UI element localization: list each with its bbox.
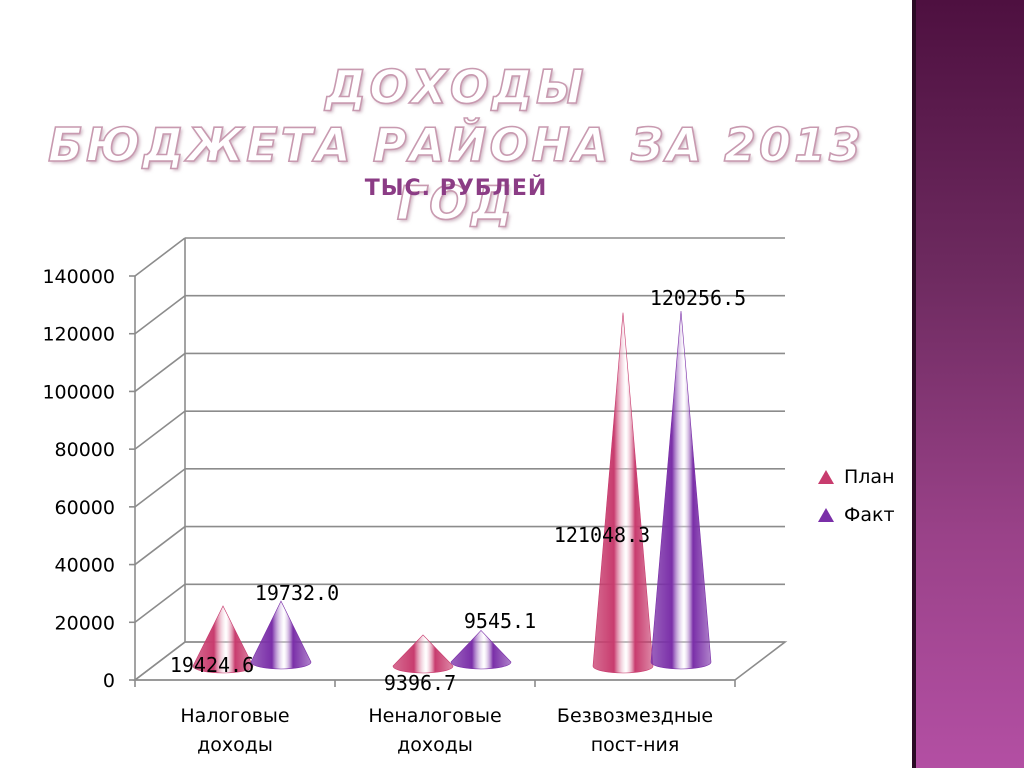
data-label: 9396.7 (384, 671, 456, 695)
slide-subtitle: ТЫС. РУБЛЕЙ (364, 176, 548, 201)
gridline-side (134, 352, 186, 393)
x-category-label: Неналоговые (368, 705, 501, 727)
data-label: 121048.3 (554, 523, 650, 547)
title-line-2: БЮДЖЕТА РАЙОНА ЗА 2013 ГОД (47, 117, 865, 231)
decorative-side-band (912, 0, 1024, 768)
gridline-side (134, 468, 186, 508)
gridline-side (134, 410, 186, 450)
slide-title: ДОХОДЫ БЮДЖЕТА РАЙОНА ЗА 2013 ГОД (0, 58, 912, 232)
legend-swatch-fact (818, 508, 834, 522)
cone-fact (450, 630, 512, 670)
chart-legend: План Факт (818, 458, 895, 534)
y-tick-label: 0 (103, 670, 115, 692)
y-tick-label: 60000 (55, 497, 115, 519)
cone-plan (392, 634, 454, 674)
y-tick-label: 80000 (55, 439, 115, 461)
legend-label-plan: План (844, 466, 895, 488)
gridline-side (134, 237, 186, 277)
x-category-label: Безвозмездные (557, 705, 713, 727)
title-line-1: ДОХОДЫ (325, 59, 587, 115)
x-category-label: доходы (197, 734, 273, 756)
cone-fact (250, 600, 312, 670)
cone-chart: 0 20000 40000 60000 80000 100000 120000 140000 Н… (42, 237, 788, 756)
data-label: 9545.1 (464, 609, 536, 633)
data-label: 19424.6 (170, 653, 254, 677)
x-category-label: Налоговые (180, 705, 289, 727)
y-tick-label: 140000 (42, 266, 115, 288)
data-label: 120256.5 (650, 286, 746, 310)
gridline-side (134, 583, 186, 623)
legend-label-fact: Факт (844, 504, 895, 526)
y-tick-label: 20000 (55, 612, 115, 634)
legend-item-plan: План (818, 458, 895, 496)
gridline-side (134, 525, 186, 566)
cone-plan (192, 605, 254, 674)
gridline-side (134, 295, 186, 335)
x-category-label: пост-ния (591, 734, 680, 756)
y-tick-label: 100000 (42, 381, 115, 403)
cone-plan (592, 312, 654, 674)
cone-fact (650, 310, 712, 670)
data-label: 19732.0 (255, 581, 339, 605)
y-tick-label: 120000 (42, 324, 115, 346)
y-tick-label: 40000 (55, 555, 115, 577)
x-category-label: доходы (397, 734, 473, 756)
legend-item-fact: Факт (818, 496, 895, 534)
legend-swatch-plan (818, 470, 834, 484)
